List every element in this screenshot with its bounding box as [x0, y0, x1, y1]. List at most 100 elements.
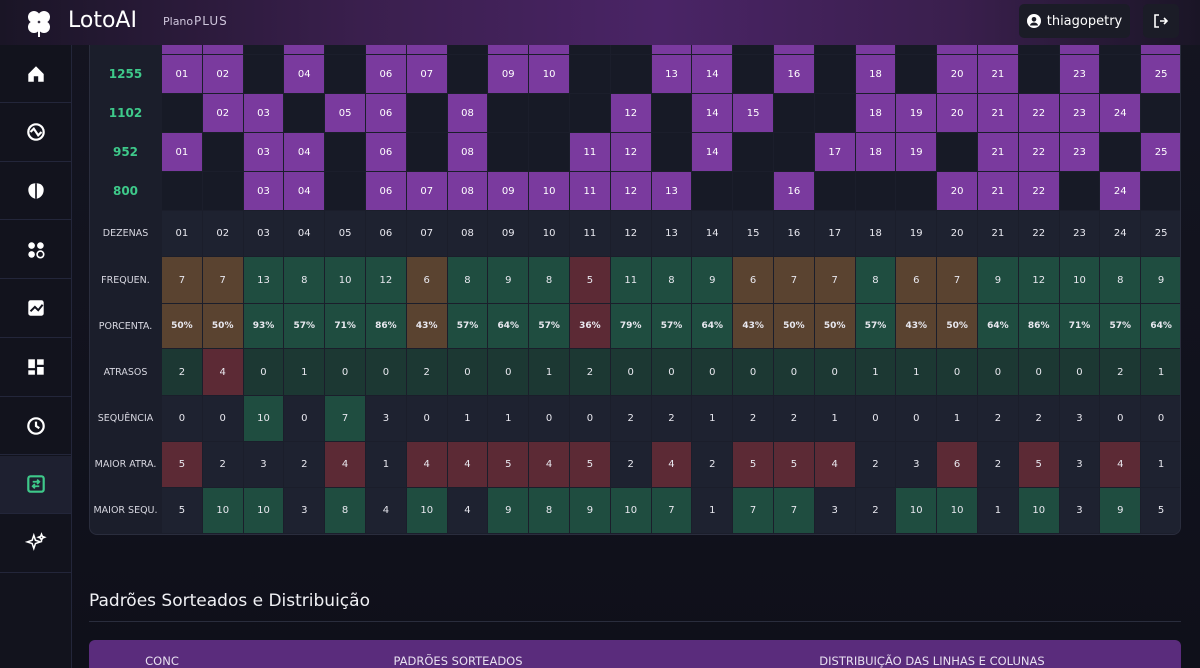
stat-cell: 02	[202, 211, 243, 256]
stat-cell: 4	[529, 442, 569, 487]
stat-cell: 7	[733, 488, 773, 533]
stat-cell: 57%	[651, 304, 692, 348]
cell	[488, 45, 529, 54]
stat-cell: 5	[162, 442, 202, 487]
stat-cell: 50%	[774, 304, 814, 348]
stat-cell: 0	[1059, 349, 1100, 395]
stat-cell: 25	[1141, 211, 1180, 256]
nav-item[interactable]	[0, 397, 71, 456]
user-icon	[1026, 14, 1041, 28]
stat-cell: 64%	[488, 304, 529, 348]
stat-cell: 09	[488, 211, 529, 256]
cell	[978, 45, 1018, 54]
nav-item[interactable]	[0, 280, 71, 338]
nav-icon	[26, 416, 45, 435]
cell	[162, 45, 202, 54]
empty-cell	[325, 133, 365, 171]
empty-cell	[651, 133, 692, 171]
nav-item[interactable]	[0, 339, 71, 397]
drawn-number: 09	[488, 55, 529, 93]
stat-cell: 71%	[325, 304, 365, 348]
contest-label: 800	[112, 184, 139, 198]
stat-cell: 5	[162, 488, 202, 533]
stat-cell: 12	[1018, 257, 1059, 303]
empty-cell	[896, 55, 937, 93]
stat-cell: 0	[774, 349, 814, 395]
divider	[89, 621, 1181, 622]
cell	[937, 45, 977, 54]
stat-cell: 8	[284, 257, 325, 303]
contest-label: 1102	[108, 106, 143, 120]
cell	[814, 45, 855, 54]
stat-cell: 2	[855, 442, 896, 487]
drawn-number: 25	[1141, 133, 1180, 171]
nav-item[interactable]	[0, 104, 71, 162]
logout-button[interactable]	[1143, 4, 1179, 38]
nav-item[interactable]	[0, 515, 71, 573]
drawn-number: 10	[529, 172, 569, 210]
drawn-number: 23	[1059, 55, 1100, 93]
drawn-number: 08	[447, 172, 488, 210]
nav-item[interactable]	[0, 45, 71, 103]
drawn-number: 03	[243, 133, 284, 171]
empty-cell	[529, 133, 569, 171]
drawn-number: 06	[366, 55, 406, 93]
drawn-number: 12	[610, 172, 651, 210]
section-title: Padrões Sorteados e Distribuição	[89, 591, 370, 611]
plan: PLUS	[194, 14, 228, 28]
empty-cell	[1141, 94, 1180, 132]
cell	[366, 45, 406, 54]
plan-label: Plano	[163, 15, 194, 28]
stat-cell: 14	[692, 211, 733, 256]
user-button[interactable]: thiagopetry	[1019, 4, 1130, 38]
stat-cell: 9	[978, 257, 1018, 303]
drawn-number: 12	[610, 94, 651, 132]
empty-cell	[733, 133, 773, 171]
empty-cell	[243, 55, 284, 93]
stat-cell: 3	[284, 488, 325, 533]
nav-item[interactable]	[0, 221, 71, 280]
stat-cell: 9	[1100, 488, 1141, 533]
drawn-number: 16	[774, 172, 814, 210]
stat-cell: 0	[202, 396, 243, 441]
drawn-number: 25	[1141, 55, 1180, 93]
stat-cell: 06	[366, 211, 406, 256]
nav-icon	[27, 65, 44, 82]
stat-cell: 2	[978, 442, 1018, 487]
drawn-number: 18	[855, 94, 896, 132]
stat-cell: 2	[162, 349, 202, 395]
nav-item[interactable]	[0, 162, 71, 221]
stat-cell: 1	[447, 396, 488, 441]
stat-cell: 64%	[978, 304, 1018, 348]
stat-cell: 6	[733, 257, 773, 303]
stat-label: SEQUÊNCIA	[97, 413, 154, 424]
stat-cell: 8	[855, 257, 896, 303]
stat-cell: 3	[366, 396, 406, 441]
stat-cell: 0	[855, 396, 896, 441]
stat-cell: 13	[243, 257, 284, 303]
empty-cell	[570, 55, 610, 93]
stat-cell: 1	[1141, 349, 1180, 395]
cell	[202, 45, 243, 54]
empty-cell	[733, 172, 773, 210]
drawn-number: 06	[366, 133, 406, 171]
empty-cell	[447, 55, 488, 93]
stat-cell: 1	[978, 488, 1018, 533]
drawn-number: 02	[202, 94, 243, 132]
drawn-number: 22	[1018, 94, 1059, 132]
nav-item[interactable]	[0, 455, 71, 514]
empty-cell	[488, 94, 529, 132]
stat-cell: 57%	[284, 304, 325, 348]
stat-cell: 71%	[1059, 304, 1100, 348]
stat-cell: 1	[896, 349, 937, 395]
stat-cell: 2	[978, 396, 1018, 441]
cell	[610, 45, 651, 54]
stat-cell: 8	[325, 488, 365, 533]
stat-cell: 17	[814, 211, 855, 256]
stat-cell: 43%	[896, 304, 937, 348]
stat-cell: 2	[651, 396, 692, 441]
empty-cell	[814, 55, 855, 93]
stat-cell: 4	[1100, 442, 1141, 487]
stat-cell: 4	[447, 442, 488, 487]
